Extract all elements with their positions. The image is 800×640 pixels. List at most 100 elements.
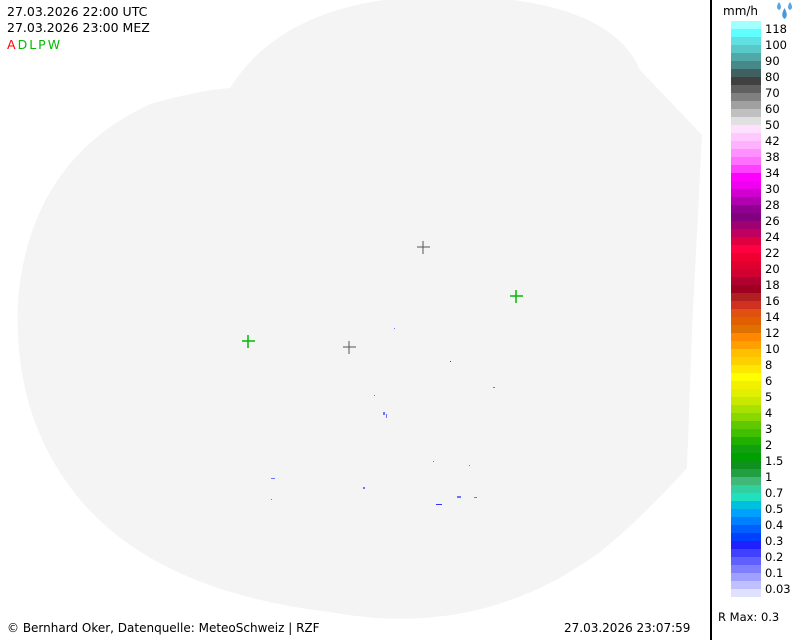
color-strip [731,493,761,501]
legend-label: 1.5 [765,454,784,468]
legend-label: 18 [765,278,780,292]
color-strip [731,461,761,469]
legend-label: 0.5 [765,502,784,516]
legend-label: 22 [765,246,780,260]
legend-label: 6 [765,374,773,388]
radar-code-d: D [17,37,30,52]
r-max-value: R Max: 0.3 [718,610,780,624]
rain-cell [474,497,477,498]
legend-label: 16 [765,294,780,308]
legend-label: 3 [765,422,773,436]
rain-cell [394,328,395,329]
color-strip [731,301,761,309]
color-strip [731,549,761,557]
legend-label: 0.2 [765,550,784,564]
color-strip [731,421,761,429]
legend-label: 0.1 [765,566,784,580]
color-strip [731,477,761,485]
color-strip [731,285,761,293]
radar-code-l: L [29,37,39,52]
color-strip [731,525,761,533]
rain-cell [271,499,272,500]
rain-cell [436,504,442,505]
color-strip [731,581,761,589]
rain-cell [386,414,387,418]
generated-timestamp: 27.03.2026 23:07:59 [564,621,691,635]
legend-label: 20 [765,262,780,276]
legend-label: 2 [765,438,773,452]
color-strip [731,373,761,381]
color-strip [731,237,761,245]
color-strip [731,333,761,341]
color-strip [731,437,761,445]
legend-label: 12 [765,326,780,340]
color-strip [731,269,761,277]
color-strip [731,229,761,237]
color-strip [731,205,761,213]
legend-label: 0.4 [765,518,784,532]
legend-label: 30 [765,182,780,196]
legend-label: 1 [765,470,773,484]
color-strip [731,365,761,373]
color-strip [731,93,761,101]
color-strip [731,357,761,365]
rain-cell [469,465,470,466]
legend-label: 100 [765,38,787,52]
color-strip [731,61,761,69]
color-strip [731,85,761,93]
legend-label: 118 [765,22,787,36]
color-strip [731,413,761,421]
precipitation-legend: mm/h 118 100 90 80 70 60 50 42 38 34 30 28 26 24 22 20 1… [710,0,800,640]
legend-label: 60 [765,102,780,116]
radar-coverage-area [17,0,702,619]
color-strip [731,541,761,549]
color-strip [731,397,761,405]
color-strip [731,173,761,181]
color-strip [731,245,761,253]
color-strip [731,509,761,517]
color-strip [731,101,761,109]
color-strip [731,109,761,117]
color-strip [731,349,761,357]
color-strip [731,309,761,317]
color-strip [731,45,761,53]
time-utc: 27.03.2026 22:00 UTC [7,4,148,19]
color-strip [731,517,761,525]
legend-label: 28 [765,198,780,212]
legend-label: 90 [765,54,780,68]
radar-map [17,0,702,619]
radar-code-a: A [7,37,18,52]
color-strip [731,469,761,477]
legend-label: 14 [765,310,780,324]
legend-label: 50 [765,118,780,132]
color-strip [731,37,761,45]
color-strip [731,573,761,581]
color-strip [731,277,761,285]
color-scale [731,21,761,597]
raindrops-icon [777,2,792,19]
legend-label: 38 [765,150,780,164]
legend-label: 5 [765,390,773,404]
color-strip [731,221,761,229]
rain-cell [271,478,275,479]
color-strip [731,117,761,125]
color-strip [731,253,761,261]
time-local: 27.03.2026 23:00 MEZ [7,20,150,35]
legend-label: 10 [765,342,780,356]
color-strip [731,261,761,269]
rain-cell [493,387,495,388]
color-strip [731,133,761,141]
color-strip [731,453,761,461]
color-strip [731,141,761,149]
color-strip [731,389,761,397]
color-strip [731,325,761,333]
color-strip [731,557,761,565]
color-strip [731,77,761,85]
color-strip [731,589,761,597]
legend-unit: mm/h [723,4,759,18]
radar-code-p: P [38,37,48,52]
color-strip [731,157,761,165]
radar-codes: ADLPW [7,37,62,52]
legend-label: 26 [765,214,780,228]
radar-site-marker [510,290,523,303]
